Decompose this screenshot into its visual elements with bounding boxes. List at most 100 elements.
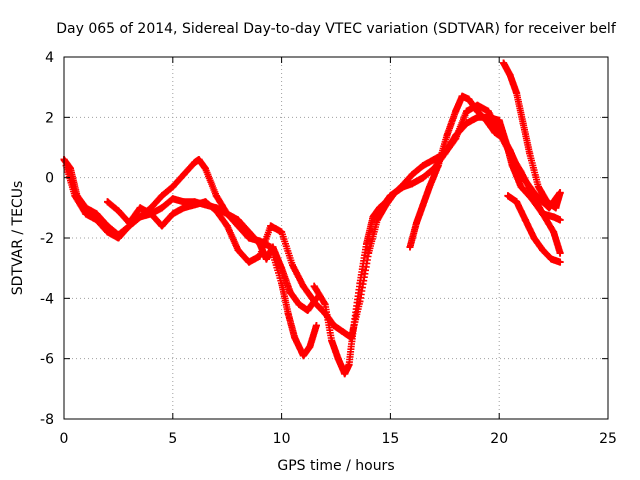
data-point xyxy=(463,107,471,115)
data-point xyxy=(391,189,399,197)
data-point xyxy=(262,255,270,263)
data-point xyxy=(513,198,521,206)
data-point xyxy=(306,343,314,351)
data-point xyxy=(369,213,377,221)
data-point xyxy=(539,210,547,218)
data-point xyxy=(104,228,112,236)
data-point xyxy=(506,147,514,155)
data-point xyxy=(93,216,101,224)
data-point xyxy=(201,165,209,173)
data-point xyxy=(552,204,560,212)
data-point xyxy=(267,222,275,230)
data-point xyxy=(147,210,155,218)
data-point xyxy=(269,243,277,251)
data-point xyxy=(82,210,90,218)
grid-lines xyxy=(64,57,608,419)
data-point xyxy=(169,210,177,218)
y-tick-label: 0 xyxy=(45,171,54,187)
x-axis-label: GPS time / hours xyxy=(277,458,394,474)
data-point xyxy=(426,183,434,191)
data-point xyxy=(500,134,508,142)
data-point xyxy=(278,228,286,236)
data-point xyxy=(530,189,538,197)
data-point xyxy=(382,201,390,209)
data-series xyxy=(60,59,564,378)
data-point xyxy=(71,192,79,200)
data-point xyxy=(125,219,133,227)
data-point xyxy=(191,201,199,209)
data-point xyxy=(180,204,188,212)
data-point xyxy=(295,300,303,308)
y-tick-label: -4 xyxy=(40,291,54,307)
data-point xyxy=(539,246,547,254)
data-point xyxy=(419,174,427,182)
data-point xyxy=(341,370,349,378)
data-point xyxy=(158,192,166,200)
data-point xyxy=(201,198,209,206)
data-point xyxy=(373,216,381,224)
data-point xyxy=(256,252,264,260)
data-point xyxy=(430,156,438,164)
data-point xyxy=(519,119,527,127)
data-point xyxy=(513,162,521,170)
data-point xyxy=(521,177,529,185)
data-point xyxy=(212,207,220,215)
data-point xyxy=(278,264,286,272)
chart-title: Day 065 of 2014, Sidereal Day-to-day VTE… xyxy=(56,21,617,37)
data-point xyxy=(506,71,514,79)
data-point xyxy=(500,59,508,67)
y-tick-label: -8 xyxy=(40,412,54,428)
data-point xyxy=(365,249,373,257)
data-point xyxy=(530,234,538,242)
data-point xyxy=(158,222,166,230)
x-tick-label: 15 xyxy=(381,431,399,447)
data-point xyxy=(550,228,558,236)
data-point xyxy=(482,116,490,124)
data-point xyxy=(299,352,307,360)
series-satellite-track-1 xyxy=(60,156,320,360)
data-point xyxy=(556,249,564,257)
data-point xyxy=(419,162,427,170)
data-point xyxy=(526,150,534,158)
data-point xyxy=(312,300,320,308)
data-point xyxy=(491,128,499,136)
data-point xyxy=(234,246,242,254)
data-point xyxy=(473,107,481,115)
data-point xyxy=(169,195,177,203)
data-point xyxy=(114,207,122,215)
data-point xyxy=(408,171,416,179)
data-point xyxy=(534,183,542,191)
series-markers xyxy=(60,156,320,360)
data-point xyxy=(299,282,307,290)
data-point xyxy=(223,222,231,230)
data-point xyxy=(452,134,460,142)
data-point xyxy=(234,216,242,224)
data-point xyxy=(136,204,144,212)
data-point xyxy=(543,198,551,206)
data-point xyxy=(484,107,492,115)
data-point xyxy=(136,213,144,221)
data-point xyxy=(556,189,564,197)
data-point xyxy=(114,234,122,242)
data-point xyxy=(310,282,318,290)
data-point xyxy=(334,355,342,363)
axis-ticks: 0 5 10 15 20 25 -8 -6 -4 -2 0 2 4 xyxy=(40,50,617,447)
series-satellite-track-7 xyxy=(500,59,564,212)
data-point xyxy=(321,300,329,308)
data-point xyxy=(223,210,231,218)
y-tick-label: 2 xyxy=(45,110,54,126)
data-point xyxy=(330,321,338,329)
data-point xyxy=(195,156,203,164)
data-point xyxy=(547,255,555,263)
data-point xyxy=(180,198,188,206)
x-tick-label: 20 xyxy=(490,431,508,447)
data-point xyxy=(158,204,166,212)
data-point xyxy=(347,334,355,342)
data-point xyxy=(517,183,525,191)
data-point xyxy=(556,258,564,266)
y-axis-label: SDTVAR / TECUs xyxy=(10,181,26,296)
data-point xyxy=(550,213,558,221)
series-satellite-track-2 xyxy=(62,162,320,314)
data-point xyxy=(521,216,529,224)
